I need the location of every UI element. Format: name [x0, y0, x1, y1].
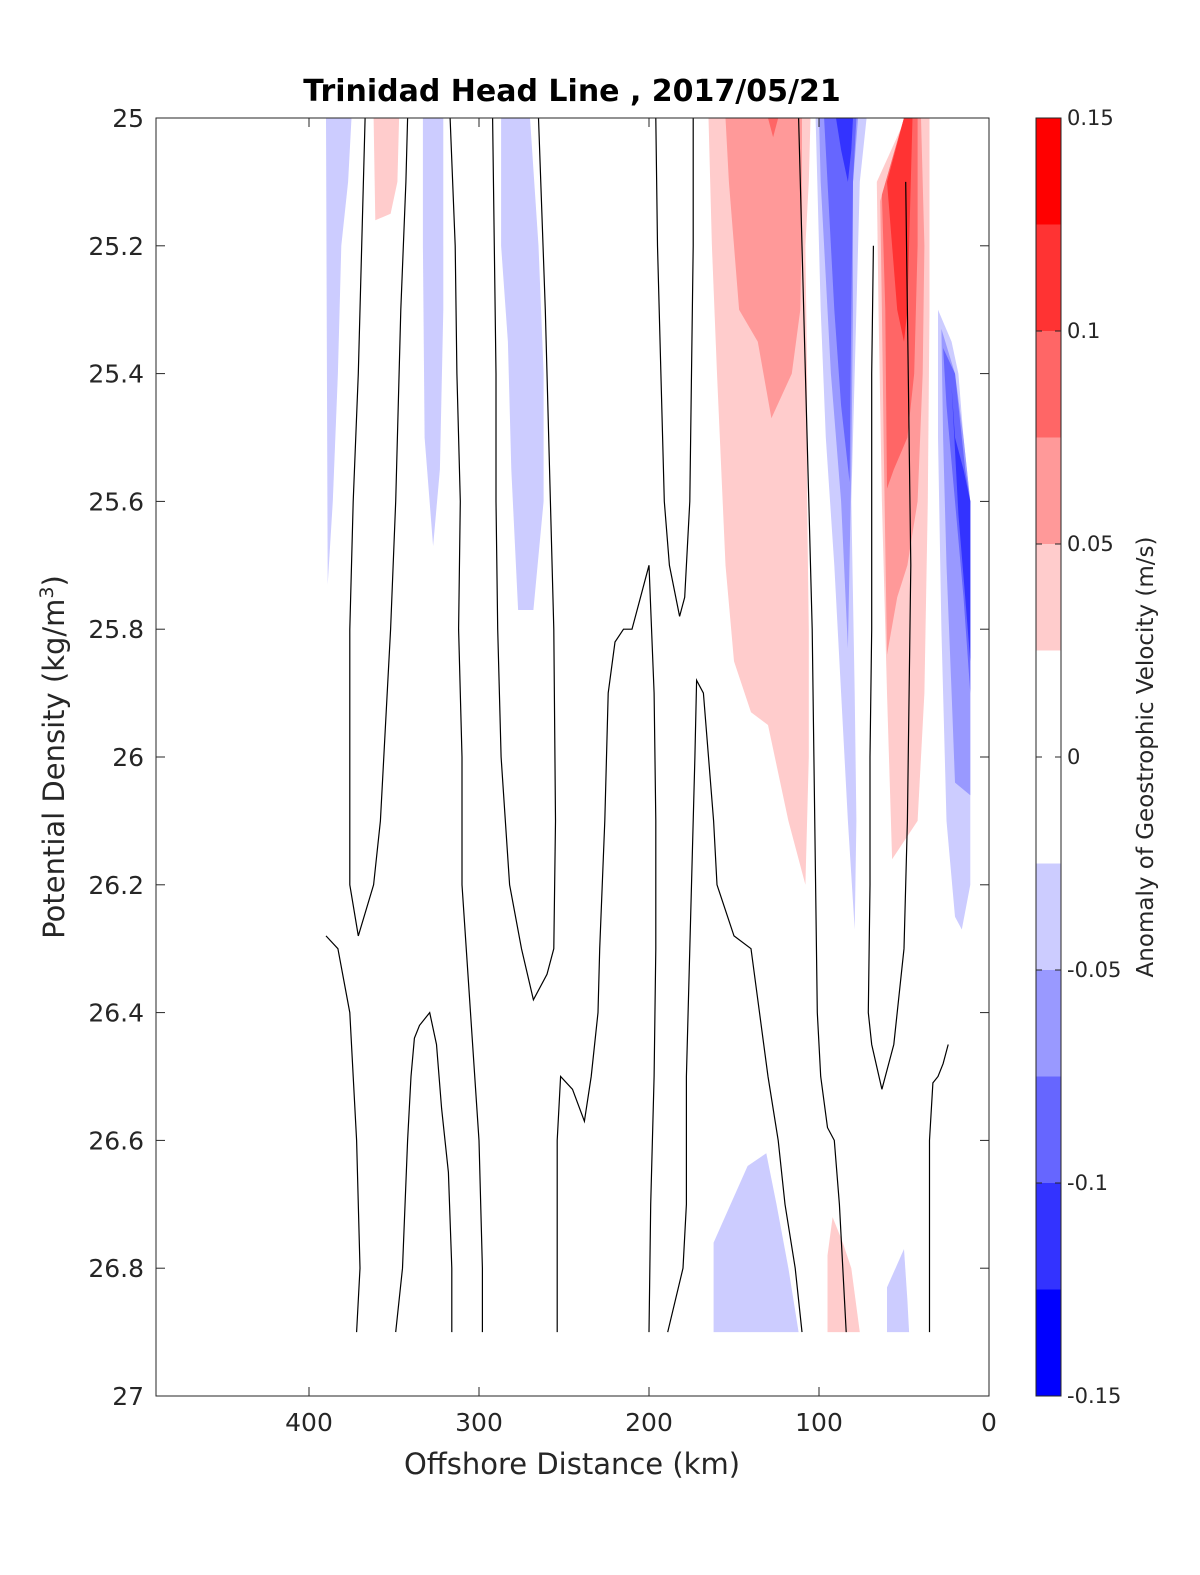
contour-lines — [325, 117, 949, 1333]
y-axis-label-superscript: 3 — [36, 586, 58, 598]
colorbar: 0.15 0.1 0.05 0 -0.05 -0.1 -0.15 Anomaly of Ge… — [1035, 106, 1159, 1408]
colorbar-swatch-1 — [1036, 224, 1061, 331]
x-tick-label-0: 400 — [285, 1408, 333, 1437]
y-tick-label-2: 25.4 — [88, 360, 144, 389]
filled-region-neg-patch-330km — [422, 118, 444, 547]
axis-ticks: 400 300 200 100 0 25 25.2 25.4 25.6 25.8 26 26.2 26.… — [88, 104, 997, 1437]
colorbar-swatch-3 — [1036, 437, 1061, 544]
colorbar-tick-label-3: 0 — [1067, 745, 1080, 769]
colorbar-tick-label-6: -0.15 — [1067, 1384, 1121, 1408]
colorbar-tick-label-5: -0.1 — [1067, 1171, 1108, 1195]
filled-region-neg-deep-140km — [713, 1153, 799, 1333]
colorbar-swatch-10 — [1036, 1289, 1061, 1396]
filled-region-pos-patch-355km — [373, 118, 400, 221]
contour-line-zero-contour-240km — [556, 565, 657, 1333]
y-axis-label-close: ) — [37, 575, 71, 586]
contour-line-zero-contour-185km-upper — [655, 117, 694, 617]
y-tick-label-7: 26.4 — [88, 999, 144, 1028]
filled-region-neg-patch-280km — [501, 118, 544, 610]
x-tick-label-3: 100 — [795, 1408, 843, 1437]
y-tick-label-5: 26 — [112, 743, 144, 772]
colorbar-ticks: 0.15 0.1 0.05 0 -0.05 -0.1 -0.15 — [1036, 106, 1121, 1408]
filled-region-neg-4-85km — [836, 118, 853, 182]
contour-line-zero-contour-60km — [867, 181, 912, 1090]
contour-line-zero-contour-185km-lower — [667, 677, 803, 1333]
filled-region-neg-patch-390km — [326, 118, 352, 585]
y-tick-label-4: 25.8 — [88, 615, 144, 644]
filled-region-pos-4-50km — [887, 118, 913, 342]
filled-region-pos-mid-130km — [725, 118, 802, 419]
contour-line-zero-contour-365km — [325, 935, 361, 1333]
filled-region-pos-core-130km — [768, 118, 779, 138]
contour-line-zero-contour-310km — [449, 117, 483, 1333]
x-tick-label-2: 200 — [625, 1408, 673, 1437]
colorbar-swatch-0 — [1036, 118, 1061, 225]
contour-line-zero-contour-275km — [492, 117, 557, 1002]
colorbar-tick-label-1: 0.1 — [1067, 319, 1100, 343]
colorbar-swatch-9 — [1036, 1183, 1061, 1290]
colorbar-swatch-6 — [1036, 863, 1061, 970]
y-tick-label-1: 25.2 — [88, 232, 144, 261]
x-tick-label-4: 0 — [981, 1408, 997, 1437]
filled-region-neg-3-15km — [943, 348, 971, 694]
filled-region-neg-2-15km — [941, 328, 971, 796]
colorbar-tick-label-2: 0.05 — [1067, 532, 1114, 556]
filled-region-neg-4-15km — [951, 386, 971, 662]
contour-line-zero-contour-20km — [928, 1044, 949, 1333]
x-tick-label-1: 300 — [455, 1408, 503, 1437]
y-tick-label-0: 25 — [112, 104, 144, 133]
filled-region-neg-3-85km — [824, 118, 857, 483]
contour-line-zero-contour-350km-upper — [349, 117, 409, 937]
chart-title: Trinidad Head Line , 2017/05/21 — [303, 74, 840, 109]
y-tick-label-10: 27 — [112, 1382, 144, 1411]
colorbar-tick-label-4: -0.05 — [1067, 958, 1121, 982]
filled-contours — [326, 118, 971, 1333]
colorbar-swatch-7 — [1036, 970, 1061, 1077]
contour-line-zero-contour-105km — [798, 117, 847, 1333]
colorbar-label: Anomaly of Geostrophic Velocity (m/s) — [1133, 537, 1159, 978]
plot-background — [156, 118, 989, 1396]
y-tick-label-9: 26.8 — [88, 1254, 144, 1283]
y-tick-label-6: 26.2 — [88, 871, 144, 900]
filled-region-neg-deep-50km — [887, 1249, 910, 1333]
contour-line-zero-contour-350km-lower — [395, 1011, 453, 1333]
colorbar-swatch-4 — [1036, 544, 1061, 651]
y-tick-label-8: 26.6 — [88, 1126, 144, 1155]
colorbar-tick-label-0: 0.15 — [1067, 106, 1114, 130]
colorbar-swatch-2 — [1036, 331, 1061, 438]
plot-area: 400 300 200 100 0 25 25.2 25.4 25.6 25.8 26 26.2 26.… — [88, 104, 997, 1437]
y-axis-label-main: Potential Density (kg/m — [37, 599, 71, 939]
x-axis-label: Offshore Distance (km) — [404, 1447, 740, 1481]
y-tick-label-3: 25.6 — [88, 487, 144, 516]
y-axis-label: Potential Density (kg/m3) — [36, 575, 71, 939]
colorbar-swatch-8 — [1036, 1076, 1061, 1183]
